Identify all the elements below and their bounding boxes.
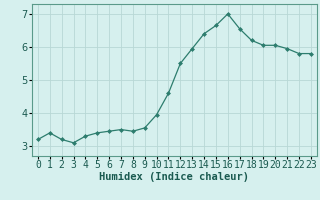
X-axis label: Humidex (Indice chaleur): Humidex (Indice chaleur) <box>100 172 249 182</box>
